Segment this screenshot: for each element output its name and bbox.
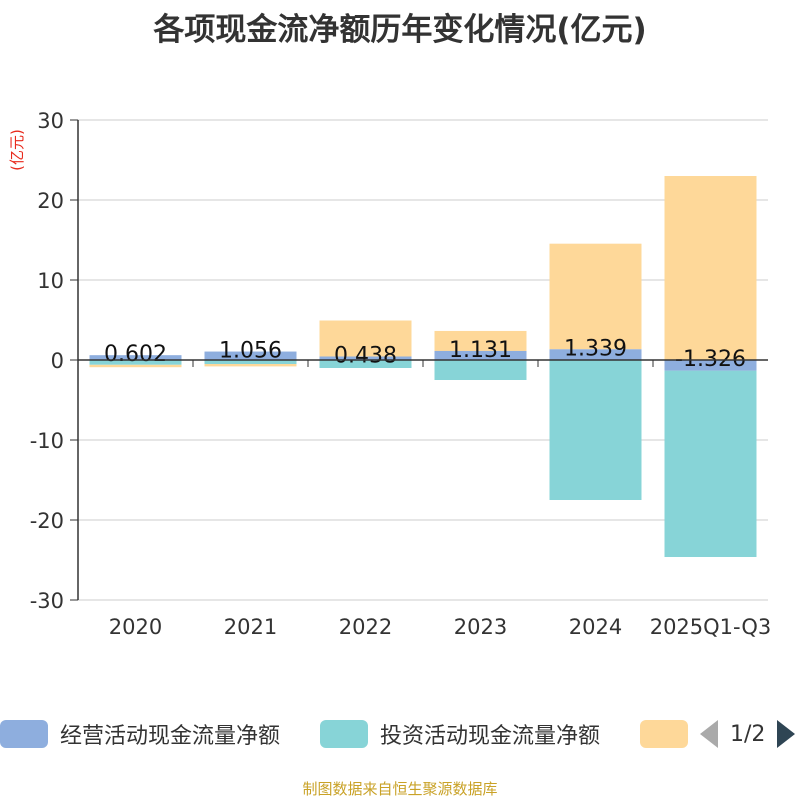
bar-financing: [549, 243, 642, 350]
bar-operating: [664, 360, 757, 371]
bar-investing: [204, 360, 297, 364]
bar-financing: [204, 364, 297, 367]
bar-investing: [549, 360, 642, 500]
legend-swatch-investing: [320, 720, 368, 748]
legend-item-financing[interactable]: [640, 716, 700, 752]
bar-operating: [549, 349, 642, 360]
bar-investing: [319, 360, 412, 368]
bar-investing: [434, 360, 527, 380]
source-note: 制图数据来自恒生聚源数据库: [302, 780, 498, 798]
x-tick-label: 2025Q1-Q3: [650, 615, 772, 639]
data-label: 1.131: [449, 338, 512, 363]
x-tick-label: 2022: [339, 615, 392, 639]
bar-financing: [319, 320, 412, 357]
legend-pager: 1/2: [700, 716, 796, 752]
y-tick-label: 30: [37, 109, 64, 133]
chart-area: 3020100-10-20-30(亿元)0.60220201.05620210.…: [8, 109, 772, 639]
legend-item-investing[interactable]: 投资活动现金流量净额: [320, 716, 600, 752]
bar-investing: [664, 370, 757, 558]
data-label: 1.339: [564, 336, 627, 361]
x-tick-label: 2024: [569, 615, 622, 639]
bar-financing: [434, 330, 527, 351]
chevron-left-icon[interactable]: [700, 720, 718, 748]
bar-investing: [89, 360, 182, 365]
data-label: 0.438: [334, 343, 397, 368]
x-tick-label: 2021: [224, 615, 277, 639]
legend: 经营活动现金流量净额 投资活动现金流量净额 1/2: [0, 716, 800, 756]
bar-operating: [434, 350, 527, 360]
legend-swatch-financing: [640, 720, 688, 748]
y-tick-label: 20: [37, 189, 64, 213]
bar-operating: [89, 355, 182, 360]
y-tick-label: -10: [30, 429, 64, 453]
x-tick-label: 2020: [109, 615, 162, 639]
y-tick-label: -20: [30, 509, 64, 533]
y-axis-unit-label: (亿元): [8, 129, 26, 171]
y-tick-label: -30: [30, 589, 64, 613]
legend-label-investing: 投资活动现金流量净额: [380, 724, 601, 749]
chevron-right-icon[interactable]: [777, 720, 796, 748]
legend-label-operating: 经营活动现金流量净额: [60, 724, 281, 749]
bar-financing: [89, 364, 182, 368]
data-label: 0.602: [104, 342, 167, 367]
legend-page-indicator: 1/2: [730, 721, 766, 747]
legend-item-operating[interactable]: 经营活动现金流量净额: [0, 716, 280, 752]
y-tick-label: 0: [51, 349, 64, 373]
chart-title: 各项现金流净额历年变化情况(亿元): [153, 12, 647, 48]
bar-operating: [204, 351, 297, 360]
legend-swatch-operating: [0, 720, 48, 748]
x-tick-label: 2023: [454, 615, 507, 639]
bar-operating: [319, 356, 412, 360]
y-tick-label: 10: [37, 269, 64, 293]
bar-financing: [664, 176, 757, 360]
